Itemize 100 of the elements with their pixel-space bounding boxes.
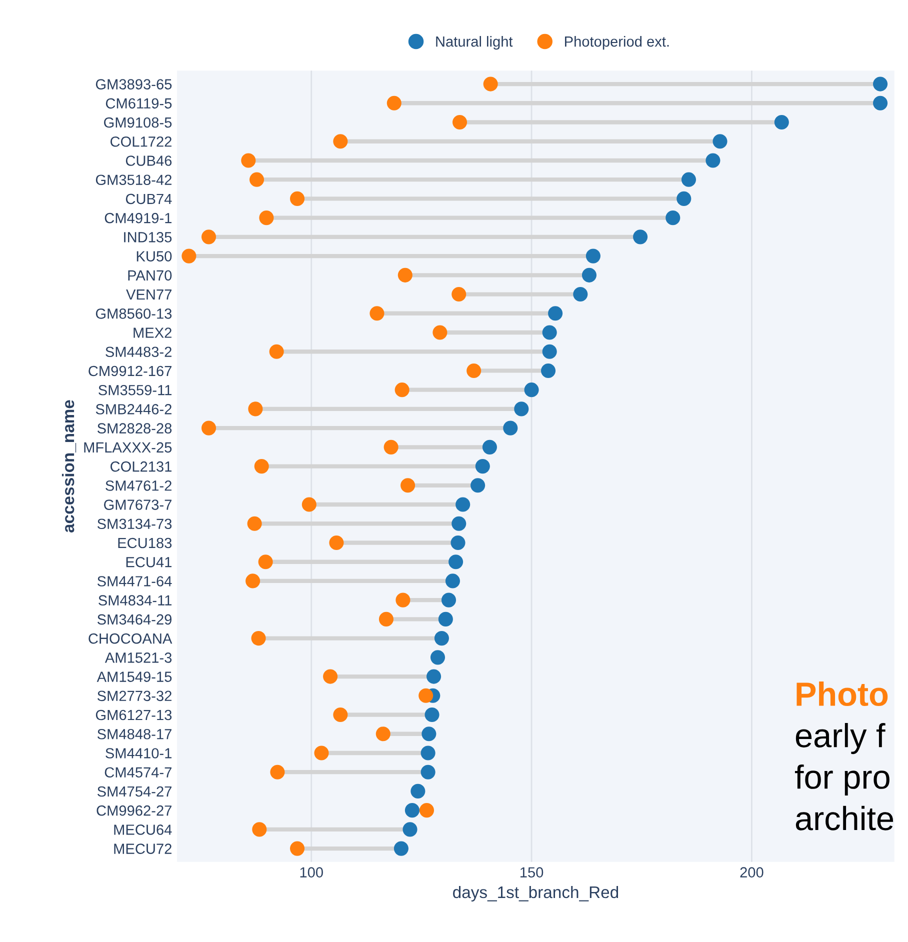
point: [573, 286, 588, 302]
point: [290, 841, 305, 856]
y-tick-label: GM8560-13: [96, 308, 172, 319]
point: [333, 134, 348, 149]
y-tick-label: SM4761-2: [106, 480, 172, 491]
point: [419, 803, 434, 818]
point: [548, 306, 563, 321]
point: [666, 210, 680, 226]
y-tick-label: CM4919-1: [104, 212, 172, 224]
point: [434, 631, 449, 646]
point: [524, 382, 539, 398]
point: [201, 230, 216, 244]
annotation: for pro: [794, 764, 890, 796]
point: [270, 764, 285, 780]
point: [450, 535, 466, 550]
y-tick-label: ECU41: [126, 556, 172, 568]
y-tick-label: KU50: [136, 251, 172, 262]
x-tick-label: 200: [740, 867, 764, 878]
x-tick-label: 100: [300, 867, 323, 878]
y-tick-label: SM3559-11: [98, 384, 172, 396]
y-tick-label: IND135: [124, 232, 172, 242]
y-tick-label: AM1549-15: [96, 672, 172, 682]
point: [252, 822, 267, 837]
point: [329, 535, 344, 550]
point: [676, 191, 692, 206]
point: [445, 574, 460, 588]
x-tick-label: 150: [520, 867, 544, 878]
point: [386, 96, 402, 110]
y-tick-label: SM4471-64: [97, 576, 172, 586]
point: [246, 574, 260, 588]
point: [182, 248, 196, 264]
point: [452, 114, 468, 130]
point: [249, 172, 264, 187]
point: [633, 230, 648, 244]
point: [542, 344, 557, 359]
y-tick-label: GM3893-65: [96, 79, 172, 90]
point: [323, 669, 338, 684]
point: [712, 134, 728, 149]
point: [410, 784, 426, 798]
y-tick-label: CM4574-7: [104, 767, 172, 778]
y-tick-label: CUB74: [126, 194, 172, 204]
point: [404, 803, 420, 818]
y-tick-label: CHOCOANA: [88, 633, 172, 644]
point: [432, 325, 448, 340]
y-tick-label: COL1722: [110, 136, 172, 147]
point: [586, 248, 600, 264]
y-tick-label: SM4848-17: [97, 728, 172, 740]
y-tick-label: SM4410-1: [106, 748, 172, 758]
point: [384, 440, 398, 454]
point: [370, 306, 384, 321]
point: [201, 420, 216, 436]
point: [448, 554, 464, 570]
point: [333, 707, 348, 722]
point: [452, 286, 466, 302]
point: [475, 459, 490, 474]
y-tick-label: SM4483-2: [106, 346, 172, 358]
y-tick-label: MECU72: [114, 844, 172, 854]
point: [398, 268, 412, 282]
point: [424, 707, 440, 722]
point: [426, 669, 442, 684]
point: [706, 153, 720, 168]
point: [542, 325, 557, 340]
y-tick-label: PAN70: [128, 270, 172, 281]
point: [873, 76, 888, 92]
point: [394, 382, 410, 398]
point: [400, 478, 416, 493]
point: [422, 726, 436, 742]
point: [483, 76, 498, 92]
point: [376, 726, 390, 742]
point: [290, 191, 305, 206]
y-tick-label: CUB46: [126, 156, 172, 166]
y-tick-label: CM9912-167: [88, 366, 172, 376]
y-tick-label: MFLAXXX-25: [84, 442, 172, 453]
point: [466, 363, 482, 378]
point: [681, 172, 696, 187]
point: [251, 631, 266, 646]
annotation: Photo: [796, 682, 888, 706]
y-tick-label: ECU183: [118, 538, 172, 548]
y-tick-label: MEX2: [134, 328, 172, 338]
y-tick-label: SM3464-29: [97, 614, 172, 625]
y-tick-label: SM4754-27: [97, 786, 172, 797]
point: [314, 746, 329, 760]
point: [420, 746, 436, 760]
point: [394, 841, 408, 856]
y-tick-label: SM3134-73: [97, 518, 172, 530]
point: [452, 516, 466, 531]
point: [420, 764, 436, 780]
point: [241, 153, 256, 168]
point: [259, 210, 274, 226]
y-tick-label: CM9962-27: [96, 805, 172, 816]
y-tick-label: VEN77: [126, 290, 172, 300]
y-tick-label: SM2828-28: [97, 423, 172, 434]
annotation: archite: [796, 806, 894, 830]
point: [456, 497, 470, 512]
point: [438, 612, 453, 626]
y-tick-label: GM7673-7: [104, 500, 172, 510]
y-tick-label: COL2131: [110, 461, 172, 472]
y-tick-label: GM6127-13: [96, 710, 172, 720]
x-axis-title: days_1st_branch_Red: [453, 886, 618, 902]
point: [470, 478, 486, 493]
